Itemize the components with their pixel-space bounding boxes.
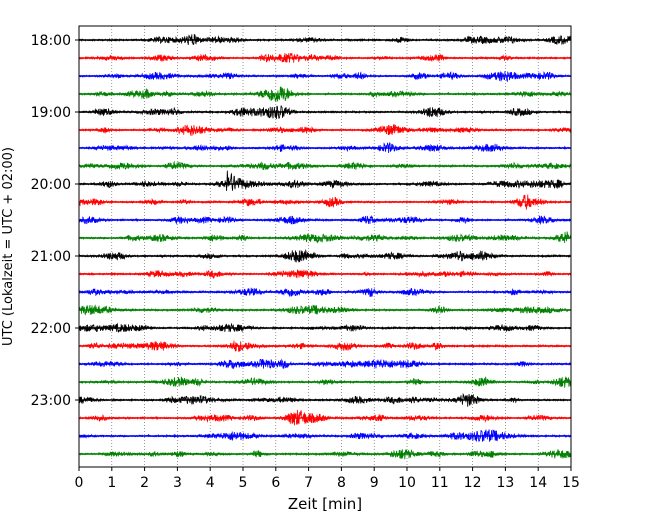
x-tick-label: 7	[304, 475, 313, 491]
x-tick-label: 1	[107, 475, 116, 491]
x-tick-label: 13	[496, 475, 514, 491]
y-tick-label: 23:00	[31, 393, 71, 409]
x-axis-title: Zeit [min]	[288, 495, 362, 513]
x-axis-ticks: 0 1 2 3 4 5 6 7 8 9 10 11 12 13 14 15	[75, 467, 580, 491]
x-tick-label: 4	[206, 475, 215, 491]
y-axis-ticks: 18:00 19:00 20:00 21:00 22:00 23:00	[31, 33, 79, 409]
y-tick-label: 19:00	[31, 105, 71, 121]
x-tick-label: 15	[562, 475, 580, 491]
x-tick-label: 8	[337, 475, 346, 491]
x-tick-label: 2	[140, 475, 149, 491]
x-tick-label: 0	[75, 475, 84, 491]
trace-line-2045	[78, 231, 572, 244]
x-tick-label: 6	[271, 475, 280, 491]
x-tick-label: 3	[173, 475, 182, 491]
y-tick-label: 20:00	[31, 177, 71, 193]
y-tick-label: 18:00	[31, 33, 71, 49]
y-tick-label: 22:00	[31, 321, 71, 337]
x-tick-label: 11	[431, 475, 449, 491]
trace-line-2000	[78, 170, 572, 191]
y-axis-title: UTC (Lokalzeit = UTC + 02:00)	[1, 147, 16, 346]
plot-frame	[78, 25, 572, 468]
x-tick-label: 12	[464, 475, 482, 491]
x-tick-label: 14	[529, 475, 547, 491]
x-tick-label: 5	[239, 475, 248, 491]
y-tick-label: 21:00	[31, 249, 71, 265]
x-tick-label: 10	[398, 475, 416, 491]
seismic-traces	[78, 33, 572, 460]
x-tick-label: 9	[370, 475, 379, 491]
